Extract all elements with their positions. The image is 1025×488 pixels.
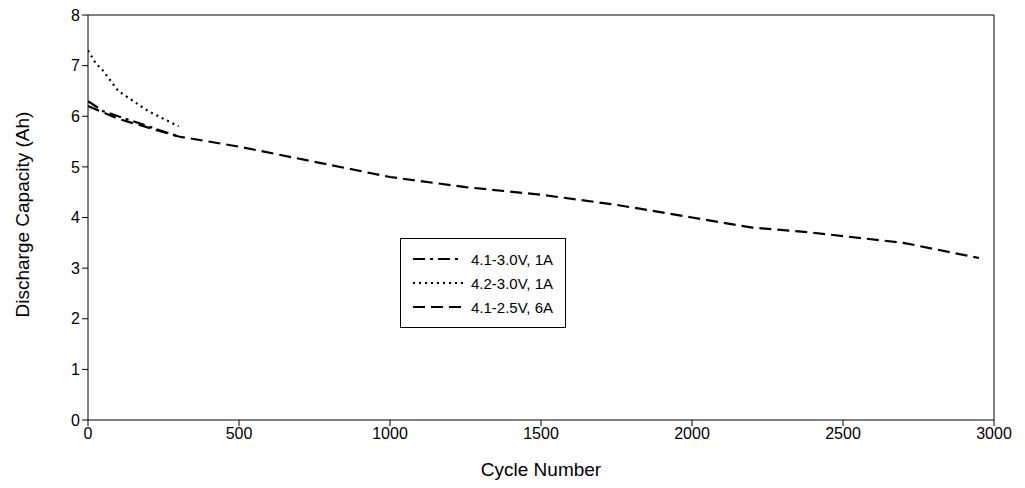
- svg-text:500: 500: [226, 425, 253, 442]
- svg-text:2500: 2500: [825, 425, 861, 442]
- svg-text:8: 8: [71, 7, 80, 24]
- svg-text:Discharge Capacity (Ah): Discharge Capacity (Ah): [12, 112, 33, 318]
- svg-text:Cycle Number: Cycle Number: [481, 459, 602, 480]
- svg-text:4: 4: [71, 209, 80, 226]
- svg-text:0: 0: [71, 412, 80, 429]
- svg-text:0: 0: [84, 425, 93, 442]
- html-text:4.1-3.0V, 1A: 4.1-3.0V, 1A: [471, 250, 553, 268]
- svg-text:5: 5: [71, 159, 80, 176]
- svg-text:1000: 1000: [372, 425, 408, 442]
- svg-text:3: 3: [71, 260, 80, 277]
- svg-text:2: 2: [71, 310, 80, 327]
- html-text:4.1-2.5V, 6A: 4.1-2.5V, 6A: [471, 298, 553, 316]
- svg-text:1500: 1500: [523, 425, 559, 442]
- svg-text:7: 7: [71, 57, 80, 74]
- svg-text:6: 6: [71, 108, 80, 125]
- svg-text:2000: 2000: [674, 425, 710, 442]
- svg-text:1: 1: [71, 361, 80, 378]
- svg-text:3000: 3000: [976, 425, 1012, 442]
- html-text:4.2-3.0V, 1A: 4.2-3.0V, 1A: [471, 274, 553, 292]
